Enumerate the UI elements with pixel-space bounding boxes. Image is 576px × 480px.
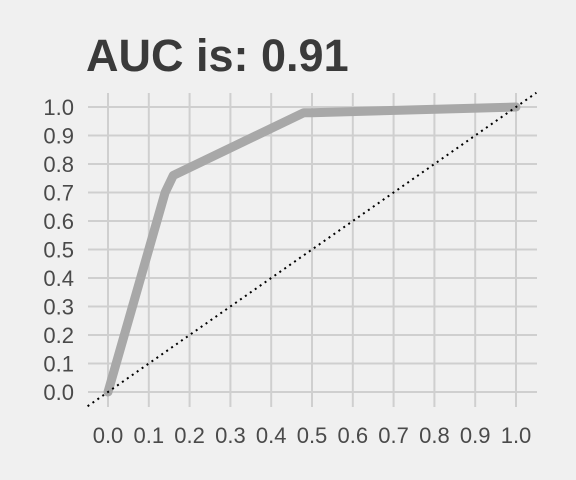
x-tick-label: 0.2 [174, 423, 205, 448]
y-tick-label: 0.8 [43, 152, 74, 177]
y-tick-label: 0.7 [43, 181, 74, 206]
grid-lines [88, 93, 537, 407]
y-tick-label: 0.9 [43, 124, 74, 149]
roc-curve [103, 102, 521, 397]
y-tick-label: 0.5 [43, 238, 74, 263]
y-tick-label: 0.0 [43, 380, 74, 405]
chart-title: AUC is: 0.91 [86, 30, 349, 81]
x-tick-label: 0.9 [460, 423, 491, 448]
x-tick-label: 0.4 [256, 423, 287, 448]
y-tick-label: 1.0 [43, 95, 74, 120]
x-tick-label: 0.1 [134, 423, 165, 448]
x-tick-label: 1.0 [501, 423, 532, 448]
x-tick-label: 0.8 [419, 423, 450, 448]
x-tick-label: 0.5 [297, 423, 328, 448]
y-tick-label: 0.6 [43, 209, 74, 234]
tick-labels: 0.0 0.1 0.2 0.3 0.4 0.5 0.6 0.7 0.8 0.9 1.0 0.0 0.1 0… [43, 95, 531, 448]
y-tick-label: 0.4 [43, 266, 74, 291]
x-tick-label: 0.0 [93, 423, 124, 448]
diagonal-reference-line [87, 91, 537, 408]
x-tick-label: 0.3 [215, 423, 246, 448]
y-tick-label: 0.1 [43, 352, 74, 377]
y-tick-label: 0.2 [43, 323, 74, 348]
x-tick-label: 0.6 [338, 423, 369, 448]
series-lines [87, 91, 537, 408]
x-tick-label: 0.7 [378, 423, 409, 448]
y-tick-label: 0.3 [43, 295, 74, 320]
